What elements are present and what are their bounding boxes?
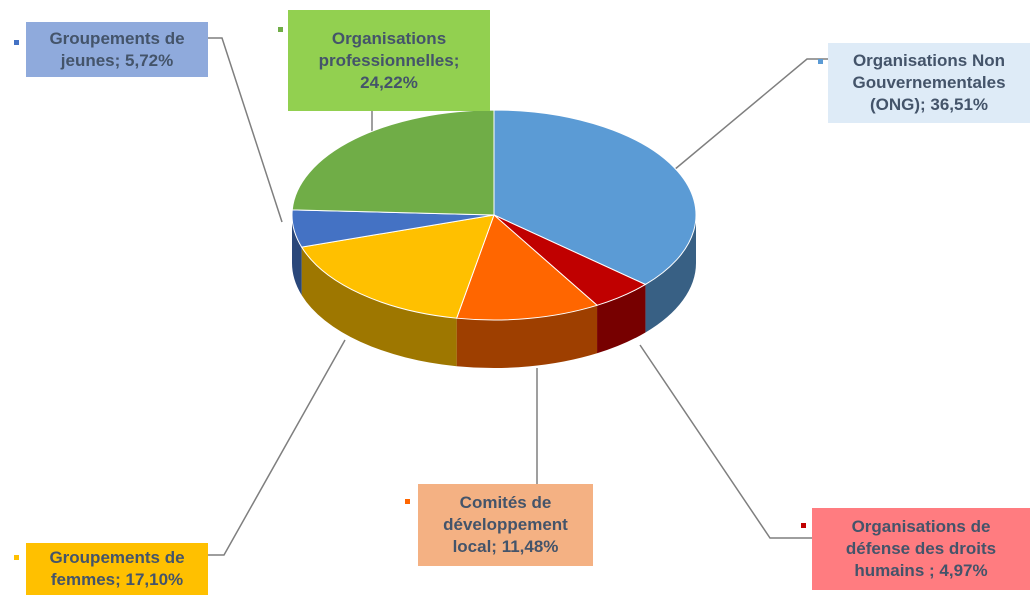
label-value: 5,72% <box>120 50 174 70</box>
slice <box>493 109 697 286</box>
legend-marker <box>818 59 823 64</box>
leader-line <box>667 58 828 176</box>
data-label: Groupements de jeunes; 5,72% <box>26 22 208 77</box>
legend-marker <box>278 27 283 32</box>
data-label: Groupements de femmes; 17,10% <box>26 543 208 595</box>
slice-side <box>456 305 598 368</box>
slice-side <box>645 215 696 333</box>
label-value: 11,48% <box>496 537 559 556</box>
data-label: Organisations professionnelles; 24,22% <box>288 10 490 111</box>
data-label: Comités de développement local; 11,48% <box>418 484 593 566</box>
label-name: Organisations de défense des droits huma… <box>845 517 997 580</box>
slice <box>300 214 495 319</box>
label-value: 4,97% <box>934 561 988 580</box>
label-name: Groupements de femmes; <box>49 548 185 589</box>
label-value: 36,51% <box>925 95 989 114</box>
legend-marker <box>14 555 19 560</box>
legend-marker <box>801 523 806 528</box>
legend-marker <box>405 499 410 504</box>
label-value: 24,22% <box>360 72 418 92</box>
data-label: Organisations de défense des droits huma… <box>812 508 1030 590</box>
leader-line <box>208 339 346 556</box>
label-name: Groupements de jeunes; <box>49 28 185 70</box>
label-value: 17,10% <box>120 570 184 589</box>
leader-line <box>639 344 812 539</box>
leader-lines <box>208 37 828 556</box>
leader-line <box>208 37 283 223</box>
slice <box>455 214 599 321</box>
slice <box>291 109 495 216</box>
label-name: Organisations Non Gouvernementales (ONG)… <box>852 51 1006 114</box>
legend-marker <box>14 40 19 45</box>
data-label: Organisations Non Gouvernementales (ONG)… <box>828 43 1030 123</box>
slice-side <box>292 215 302 296</box>
label-name: Comités de développement local; <box>443 493 568 556</box>
slice-side <box>301 247 457 367</box>
label-name: Organisations professionnelles; <box>318 28 460 70</box>
